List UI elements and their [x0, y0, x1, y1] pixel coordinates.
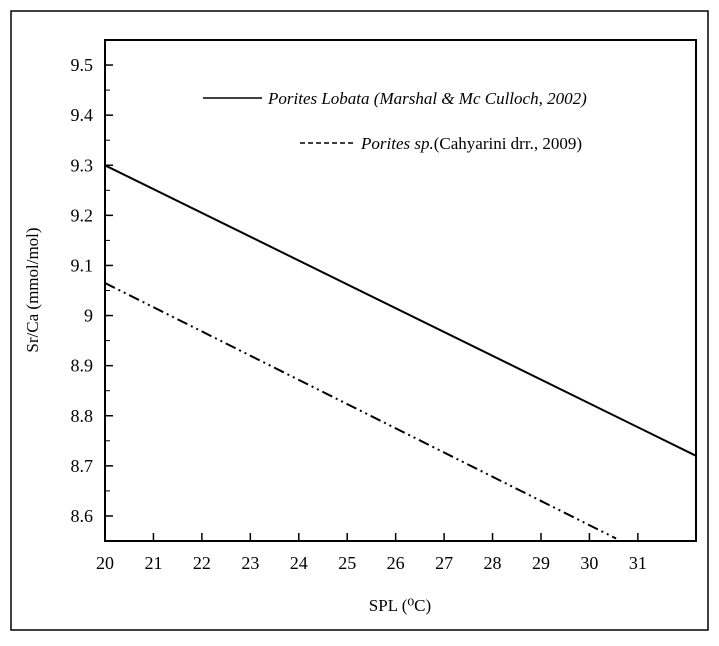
x-tick-label: 21	[144, 553, 162, 573]
x-axis-title: SPL (⁰C)	[369, 596, 431, 615]
series-layer	[104, 164, 697, 540]
x-tick-label: 31	[629, 553, 647, 573]
x-tick-label: 28	[484, 553, 502, 573]
x-tick-label: 30	[580, 553, 598, 573]
x-tick-label: 24	[290, 553, 308, 573]
y-axis-title: Sr/Ca (mmol/mol)	[23, 227, 42, 352]
x-axis-ticks: 20 21 22 23 24 25 26 27 28 29 30 31	[96, 533, 647, 573]
y-tick-label: 9.1	[71, 255, 94, 275]
series-line-2	[104, 282, 617, 540]
y-tick-label: 9.3	[71, 155, 94, 175]
y-tick-label: 9	[84, 306, 93, 326]
y-tick-label: 9.5	[71, 55, 94, 75]
y-tick-label: 8.7	[71, 456, 94, 476]
x-tick-label: 20	[96, 553, 114, 573]
x-tick-label: 25	[338, 553, 356, 573]
legend-italic-part: Porites sp.	[360, 134, 434, 153]
y-tick-label: 8.8	[71, 406, 94, 426]
y-axis-ticks: 8.6 8.7 8.8 8.9 9 9.1 9.2 9.3 9.4 9.5	[71, 55, 113, 526]
y-tick-label: 8.6	[71, 506, 94, 526]
legend-label-1: Porites Lobata (Marshal & Mc Culloch, 20…	[267, 89, 587, 108]
y-tick-label: 8.9	[71, 356, 94, 376]
y-tick-label: 9.2	[71, 205, 94, 225]
x-tick-label: 23	[241, 553, 259, 573]
series-line-1	[104, 164, 697, 457]
legend-label-2: Porites sp.(Cahyarini drr., 2009)	[360, 134, 582, 153]
x-tick-label: 22	[193, 553, 211, 573]
legend-normal-part: (Cahyarini drr., 2009)	[434, 134, 582, 153]
legend-italic-part: Porites Lobata (Marshal & Mc Culloch, 20…	[267, 89, 587, 108]
x-tick-label: 27	[435, 553, 453, 573]
legend: Porites Lobata (Marshal & Mc Culloch, 20…	[203, 89, 587, 153]
x-tick-label: 29	[532, 553, 550, 573]
outer-frame	[10, 10, 709, 631]
plot-area	[104, 39, 697, 542]
x-tick-label: 26	[387, 553, 405, 573]
y-tick-label: 9.4	[71, 105, 94, 125]
